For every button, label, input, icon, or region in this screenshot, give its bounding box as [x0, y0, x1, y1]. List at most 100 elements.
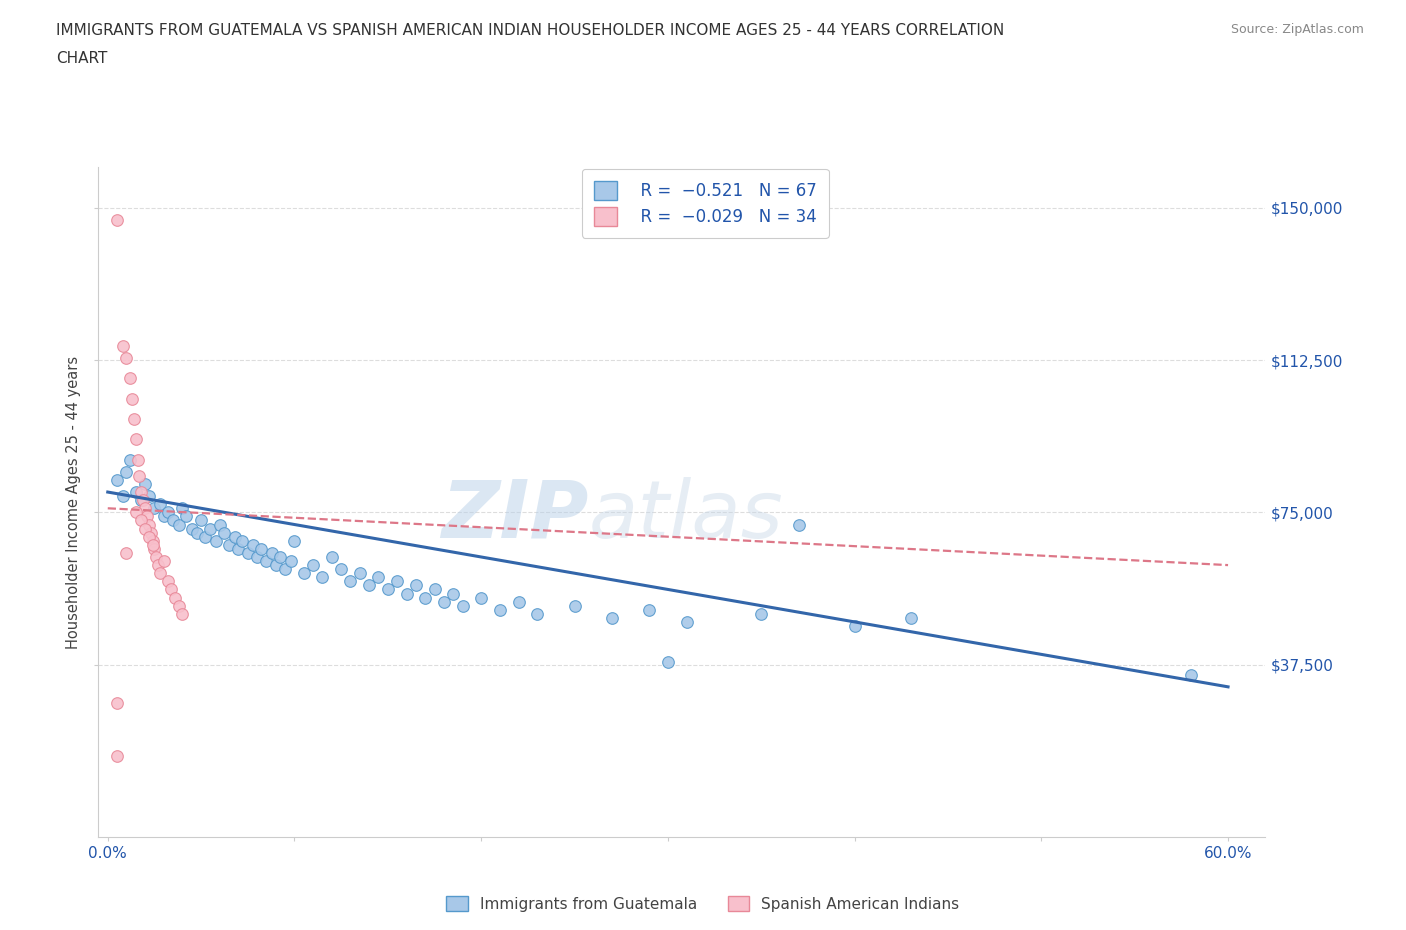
Point	[120, 452, 142, 467]
Point	[115, 546, 138, 561]
Point	[190, 513, 212, 528]
Point	[302, 558, 325, 573]
Point	[228, 541, 250, 556]
Point	[208, 517, 231, 532]
Point	[115, 464, 138, 479]
Point	[385, 574, 408, 589]
Point	[136, 509, 159, 524]
Point	[156, 574, 179, 589]
Point	[280, 553, 302, 568]
Point	[105, 472, 128, 487]
Point	[224, 529, 246, 544]
Point	[105, 749, 128, 764]
Point	[564, 598, 586, 613]
Point	[231, 533, 253, 548]
Point	[675, 615, 697, 630]
Point	[367, 570, 389, 585]
Point	[844, 618, 866, 633]
Point	[377, 582, 399, 597]
Text: IMMIGRANTS FROM GUATEMALA VS SPANISH AMERICAN INDIAN HOUSEHOLDER INCOME AGES 25 : IMMIGRANTS FROM GUATEMALA VS SPANISH AME…	[56, 23, 1004, 38]
Point	[167, 517, 190, 532]
Legend: Immigrants from Guatemala, Spanish American Indians: Immigrants from Guatemala, Spanish Ameri…	[440, 889, 966, 918]
Point	[218, 538, 240, 552]
Point	[246, 550, 269, 565]
Point	[470, 591, 492, 605]
Point	[311, 570, 333, 585]
Point	[111, 488, 134, 503]
Point	[115, 351, 138, 365]
Point	[146, 558, 169, 573]
Point	[142, 538, 165, 552]
Point	[105, 213, 128, 228]
Point	[349, 565, 371, 580]
Point	[264, 558, 287, 573]
Point	[143, 501, 166, 516]
Point	[160, 582, 183, 597]
Point	[600, 610, 623, 625]
Point	[172, 501, 194, 516]
Point	[283, 533, 305, 548]
Point	[212, 525, 235, 540]
Point	[339, 574, 361, 589]
Point	[149, 565, 172, 580]
Point	[250, 541, 273, 556]
Point	[638, 603, 661, 618]
Point	[128, 469, 150, 484]
Point	[395, 586, 418, 601]
Point	[405, 578, 427, 592]
Point	[172, 606, 194, 621]
Text: CHART: CHART	[56, 51, 108, 66]
Point	[359, 578, 381, 592]
Point	[787, 517, 810, 532]
Point	[138, 529, 160, 544]
Point	[269, 550, 291, 565]
Text: ZIP: ZIP	[441, 476, 589, 554]
Point	[163, 591, 186, 605]
Point	[489, 603, 512, 618]
Point	[321, 550, 343, 565]
Point	[162, 513, 184, 528]
Point	[127, 452, 149, 467]
Point	[142, 533, 165, 548]
Point	[134, 521, 156, 536]
Point	[120, 371, 142, 386]
Point	[122, 412, 145, 427]
Point	[132, 493, 155, 508]
Point	[134, 501, 156, 516]
Point	[433, 594, 456, 609]
Point	[139, 525, 162, 540]
Point	[138, 488, 160, 503]
Point	[423, 582, 446, 597]
Point	[152, 509, 174, 524]
Point	[125, 485, 148, 499]
Legend:   R =  −0.521   N = 67,   R =  −0.029   N = 34: R = −0.521 N = 67, R = −0.029 N = 34	[582, 169, 828, 237]
Point	[526, 606, 548, 621]
Point	[180, 521, 202, 536]
Point	[145, 550, 167, 565]
Point	[121, 392, 143, 406]
Text: Source: ZipAtlas.com: Source: ZipAtlas.com	[1230, 23, 1364, 36]
Point	[131, 513, 153, 528]
Point	[111, 339, 134, 353]
Point	[900, 610, 922, 625]
Point	[749, 606, 772, 621]
Point	[138, 517, 160, 532]
Point	[131, 485, 153, 499]
Point	[167, 598, 190, 613]
Point	[330, 562, 353, 577]
Point	[413, 591, 436, 605]
Point	[236, 546, 259, 561]
Point	[152, 553, 174, 568]
Point	[262, 546, 284, 561]
Point	[1180, 667, 1202, 682]
Y-axis label: Householder Income Ages 25 - 44 years: Householder Income Ages 25 - 44 years	[66, 355, 82, 649]
Point	[143, 541, 166, 556]
Point	[292, 565, 315, 580]
Point	[194, 529, 217, 544]
Point	[242, 538, 264, 552]
Point	[274, 562, 297, 577]
Point	[186, 525, 208, 540]
Point	[125, 505, 148, 520]
Point	[256, 553, 278, 568]
Point	[149, 497, 172, 512]
